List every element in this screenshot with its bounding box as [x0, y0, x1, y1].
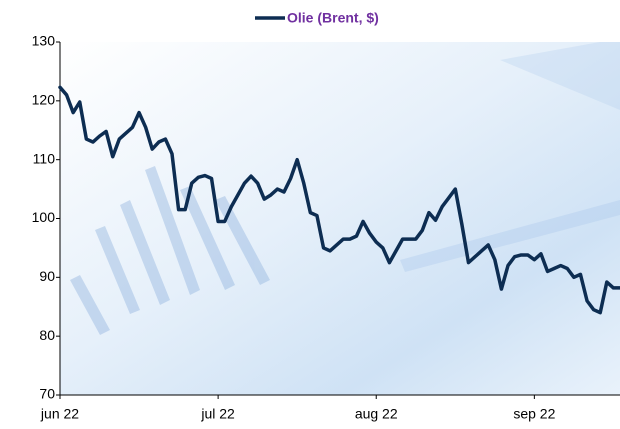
y-tick-label: 90 [39, 268, 55, 284]
background-decoration [70, 42, 620, 335]
legend-label: Olie (Brent, $) [287, 10, 379, 26]
x-tick-label: jun 22 [40, 406, 79, 422]
y-tick-label: 110 [33, 150, 56, 166]
plot-background [60, 42, 620, 395]
y-tick-label: 80 [39, 327, 55, 343]
y-tick-label: 70 [39, 386, 55, 402]
y-tick-label: 120 [32, 92, 56, 108]
y-tick-label: 100 [32, 209, 56, 225]
y-tick-label: 130 [32, 33, 56, 49]
data-line [58, 85, 620, 315]
x-tick-label: sep 22 [513, 406, 555, 422]
legend: Olie (Brent, $) [255, 10, 379, 26]
x-tick-label: jul 22 [200, 406, 235, 422]
x-tick-label: aug 22 [355, 406, 398, 422]
